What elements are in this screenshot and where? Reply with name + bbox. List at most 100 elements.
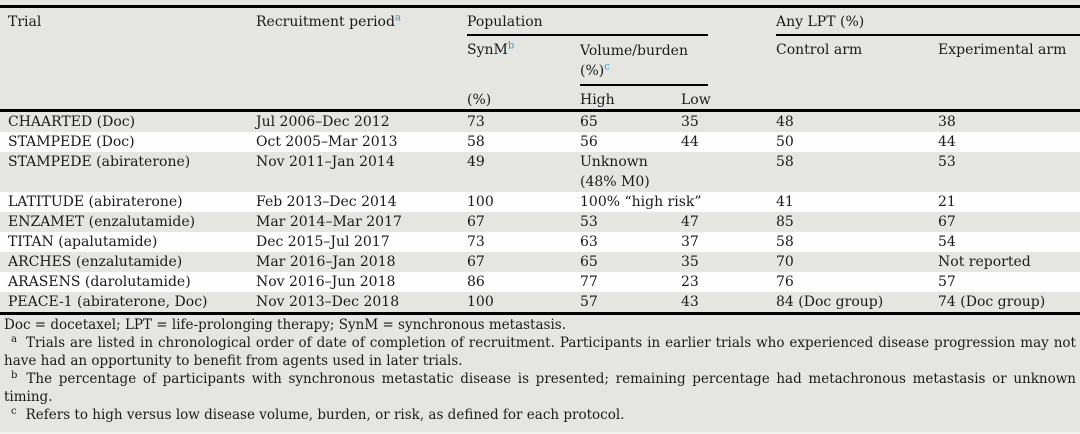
cell-synm: 100 <box>459 292 572 315</box>
footnote-b-marker: b <box>11 369 18 381</box>
table-row-arasens: ARASENS (darolutamide) Nov 2016–Jun 2018… <box>0 272 1080 292</box>
cell-control: 70 <box>776 254 794 270</box>
cell-volume-text: Unknown (48% M0) <box>580 154 650 190</box>
column-header-low: Low <box>673 86 769 112</box>
header-row-1: Trial Recruitment perioda Population Any… <box>0 8 1080 112</box>
header-high-label: High <box>580 92 615 108</box>
cell-period: Mar 2014–Mar 2017 <box>256 214 402 230</box>
cell-volume-span: Unknown (48% M0) <box>572 152 768 192</box>
cell-low: 44 <box>681 134 699 150</box>
cell-trial: STAMPEDE (Doc) <box>8 134 135 150</box>
header-volume-unit: (%) <box>580 63 605 79</box>
volume-burden-underline-rule <box>580 84 708 86</box>
cell-control: 58 <box>776 234 794 250</box>
cell-trial: TITAN (apalutamide) <box>8 234 158 250</box>
cell-low: 35 <box>681 114 699 130</box>
cell-period: Nov 2013–Dec 2018 <box>248 292 459 315</box>
footnote-marker-a: a <box>394 12 401 24</box>
cell-high: 53 <box>580 214 598 230</box>
cell-period: Oct 2005–Mar 2013 <box>256 134 398 150</box>
column-header-control-arm: Control arm <box>768 34 931 112</box>
cell-period: Mar 2016–Jan 2018 <box>256 254 396 270</box>
header-low-label: Low <box>681 92 711 108</box>
cell-control: 50 <box>776 134 794 150</box>
header-experimental-arm-label: Experimental arm <box>938 42 1067 58</box>
cell-high: 65 <box>580 254 598 270</box>
table-row-titan: TITAN (apalutamide) Dec 2015–Jul 2017 73… <box>0 232 1080 252</box>
table-row-latitude: LATITUDE (abiraterone) Feb 2013–Dec 2014… <box>0 192 1080 212</box>
cell-trial: ARCHES (enzalutamide) <box>8 254 183 270</box>
header-synm-unit-label: (%) <box>467 92 492 108</box>
cell-low: 35 <box>681 254 699 270</box>
header-row-3: (%) High Low <box>0 86 1080 112</box>
cell-trial: STAMPEDE (abiraterone) <box>8 154 191 170</box>
header-volume-label: Volume/burden <box>580 43 688 59</box>
cell-synm: 86 <box>467 274 485 290</box>
cell-control: 48 <box>776 114 794 130</box>
cell-experimental: 67 <box>938 214 956 230</box>
column-header-high: High <box>572 86 673 112</box>
cell-synm: 100 <box>467 194 494 210</box>
column-header-synm: SynMb <box>459 34 572 86</box>
table-row-stampede-doc: STAMPEDE (Doc) Oct 2005–Mar 2013 58 56 4… <box>0 132 1080 152</box>
cell-experimental: 21 <box>938 194 956 210</box>
footnote-c-marker: c <box>11 405 17 417</box>
cell-low: 37 <box>681 234 699 250</box>
header-synm-label: SynM <box>467 42 508 58</box>
footnote-b: b The percentage of participants with syn… <box>4 370 1076 406</box>
table-top-rule <box>0 5 1080 8</box>
cell-synm: 49 <box>467 154 485 170</box>
footnote-a-marker: a <box>11 333 17 345</box>
cell-period: Dec 2015–Jul 2017 <box>256 234 390 250</box>
header-trial-label: Trial <box>8 14 42 30</box>
column-header-volume-burden: Volume/burden (%)c <box>572 34 768 86</box>
column-header-recruitment-period: Recruitment perioda <box>248 8 459 112</box>
table-row-enzamet: ENZAMET (enzalutamide) Mar 2014–Mar 2017… <box>0 212 1080 232</box>
table-body: CHAARTED (Doc) Jul 2006–Dec 2012 73 65 3… <box>0 112 1080 315</box>
footnote-a-text: Trials are listed in chronological order… <box>4 335 1076 369</box>
bottom-edge-strip <box>0 432 1080 434</box>
cell-synm: 73 <box>467 114 485 130</box>
cell-synm: 67 <box>467 214 485 230</box>
abbreviations-line: Doc = docetaxel; LPT = life-prolonging t… <box>4 317 566 333</box>
cell-trial: LATITUDE (abiraterone) <box>8 194 183 210</box>
cell-high: 65 <box>580 114 598 130</box>
column-group-population: Population <box>459 8 768 34</box>
column-header-trial: Trial <box>0 8 248 112</box>
footnote-c: c Refers to high versus low disease volum… <box>4 406 1076 424</box>
cell-control: 76 <box>776 274 794 290</box>
column-header-synm-unit: (%) <box>459 86 572 112</box>
cell-synm: 73 <box>467 234 485 250</box>
cell-control: 41 <box>776 194 794 210</box>
header-recruitment-label: Recruitment period <box>256 14 395 30</box>
table-header: Trial Recruitment perioda Population Any… <box>0 8 1080 112</box>
cell-volume-span: 100% “high risk” <box>580 194 702 210</box>
cell-experimental: 54 <box>938 234 956 250</box>
table-row-arches: ARCHES (enzalutamide) Mar 2016–Jan 2018 … <box>0 252 1080 272</box>
table-row-peace-1: PEACE-1 (abiraterone, Doc) Nov 2013–Dec … <box>0 292 1080 315</box>
footnote-c-text: Refers to high versus low disease volume… <box>25 407 625 423</box>
cell-synm: 67 <box>467 254 485 270</box>
header-population-label: Population <box>467 14 543 30</box>
cell-experimental: 38 <box>938 114 956 130</box>
table-footnotes: Doc = docetaxel; LPT = life-prolonging t… <box>0 316 1080 424</box>
cell-experimental: 57 <box>938 274 956 290</box>
cell-experimental: 53 <box>938 154 956 170</box>
table-row-stampede-abiraterone: STAMPEDE (abiraterone) Nov 2011–Jan 2014… <box>0 152 1080 192</box>
footnote-marker-b: b <box>507 40 515 52</box>
header-any-lpt-label: Any LPT (%) <box>776 14 865 30</box>
cell-high: 56 <box>580 134 598 150</box>
header-control-arm-label: Control arm <box>776 42 863 58</box>
footnote-b-text: The percentage of participants with sync… <box>4 371 1076 405</box>
cell-experimental: 44 <box>938 134 956 150</box>
footnote-a: a Trials are listed in chronological orde… <box>4 334 1076 370</box>
cell-low: 47 <box>681 214 699 230</box>
cell-period: Feb 2013–Dec 2014 <box>256 194 397 210</box>
cell-trial: ARASENS (darolutamide) <box>8 274 191 290</box>
cell-low: 43 <box>673 292 769 315</box>
cell-experimental: Not reported <box>938 254 1031 270</box>
cell-high: 57 <box>572 292 673 315</box>
cell-period: Nov 2011–Jan 2014 <box>256 154 395 170</box>
column-header-experimental-arm: Experimental arm <box>930 34 1080 112</box>
